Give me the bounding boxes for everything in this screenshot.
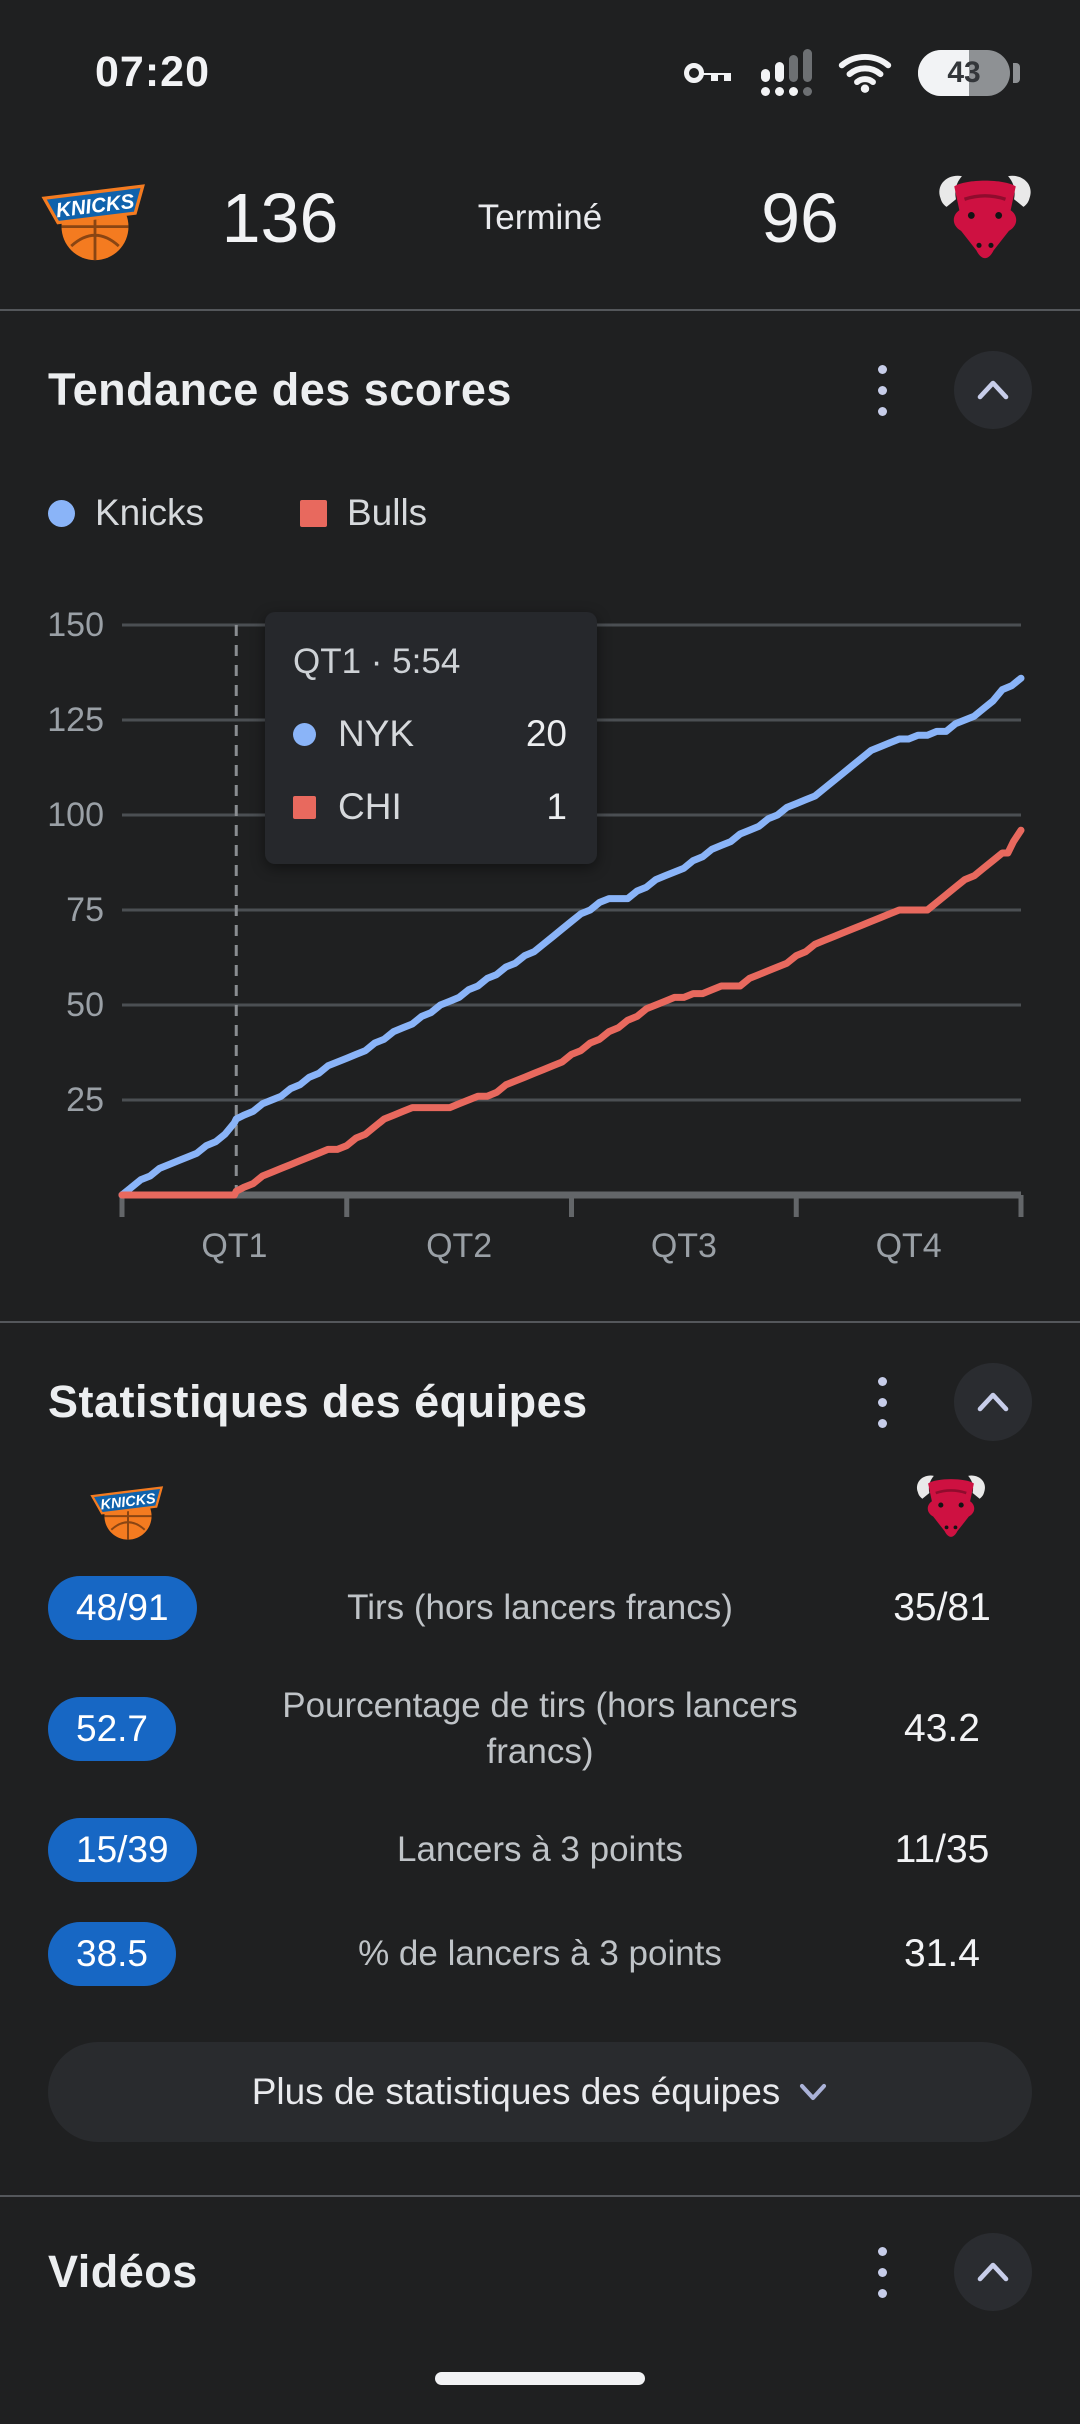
tooltip-row-nyk: NYK 20	[293, 713, 567, 755]
chart-tooltip: QT1 · 5:54 NYK 20 CHI 1	[265, 612, 597, 864]
more-vert-icon	[877, 2246, 887, 2298]
stat-row: 48/91 Tirs (hors lancers francs) 35/81	[0, 1556, 1080, 1660]
away-stat-value: 43.2	[904, 1707, 980, 1750]
svg-text:QT2: QT2	[426, 1227, 492, 1265]
score-trend-menu-button[interactable]	[852, 351, 912, 429]
videos-title: Vidéos	[48, 2246, 198, 2297]
chevron-down-icon	[800, 2083, 827, 2101]
chevron-up-icon	[977, 2262, 1009, 2282]
score-trend-collapse-button[interactable]	[954, 351, 1032, 429]
divider	[0, 309, 1080, 311]
divider	[0, 2195, 1080, 2197]
chevron-up-icon	[977, 1392, 1009, 1412]
legend-label: Knicks	[95, 492, 204, 533]
svg-text:50: 50	[66, 986, 104, 1024]
team-stats-collapse-button[interactable]	[954, 1363, 1032, 1441]
team-stats-menu-button[interactable]	[852, 1363, 912, 1441]
more-vert-icon	[877, 1376, 887, 1428]
svg-text:100: 100	[47, 796, 104, 834]
videos-menu-button[interactable]	[852, 2233, 912, 2311]
svg-text:150: 150	[47, 606, 104, 644]
home-indicator[interactable]	[435, 2372, 645, 2385]
battery-percent: 43	[947, 55, 981, 89]
game-status: Terminé	[477, 197, 603, 237]
legend-label: Bulls	[346, 492, 428, 533]
videos-collapse-button[interactable]	[954, 2233, 1032, 2311]
score-trend-chart[interactable]: 25 50 75 100 125 150 QT1 QT2 QT3 QT4 QT1 · 5:54 N…	[0, 595, 1080, 1295]
stat-row: 38.5 % de lancers à 3 points 31.4	[0, 1902, 1080, 2006]
scoreboard: 136 Terminé 96	[0, 125, 1080, 310]
chevron-up-icon	[977, 380, 1009, 400]
stat-row: 52.7 Pourcentage de tirs (hors lancers f…	[0, 1660, 1080, 1798]
home-stat-badge: 48/91	[48, 1576, 197, 1640]
battery-icon: 43	[918, 49, 1020, 96]
team-stats-table: 48/91 Tirs (hors lancers francs) 35/81 5…	[0, 1556, 1080, 2006]
tooltip-team: CHI	[338, 786, 402, 827]
stat-label: % de lancers à 3 points	[358, 1933, 722, 1973]
bulls-logo	[930, 171, 1040, 265]
vpn-key-icon	[684, 62, 731, 83]
home-score: 136	[221, 178, 339, 257]
cellular-signal-icon	[761, 48, 812, 96]
score-trend-header: Tendance des scores	[0, 340, 1080, 440]
tooltip-row-chi: CHI 1	[293, 786, 567, 828]
score-trend-title: Tendance des scores	[48, 364, 512, 415]
knicks-logo	[40, 164, 150, 272]
wifi-icon	[838, 53, 892, 93]
away-stat-value: 31.4	[904, 1932, 980, 1975]
home-stat-badge: 15/39	[48, 1818, 197, 1882]
away-score: 96	[761, 178, 839, 257]
home-stat-badge: 38.5	[48, 1922, 177, 1986]
divider	[0, 1321, 1080, 1323]
svg-text:QT3: QT3	[651, 1227, 717, 1265]
home-stat-badge: 52.7	[48, 1697, 177, 1761]
stat-label: Pourcentage de tirs (hors lancers francs…	[282, 1685, 798, 1771]
clock: 07:20	[95, 48, 210, 96]
away-stat-value: 11/35	[894, 1828, 990, 1871]
svg-text:25: 25	[66, 1081, 104, 1119]
status-bar: 07:20 43	[0, 0, 1080, 125]
tooltip-title: QT1 · 5:54	[293, 642, 461, 681]
legend-item-knicks: Knicks	[48, 492, 204, 534]
svg-text:125: 125	[47, 701, 104, 739]
more-team-stats-label: Plus de statistiques des équipes	[251, 2071, 781, 2112]
tooltip-value: 20	[525, 713, 567, 754]
stat-label: Lancers à 3 points	[396, 1829, 683, 1869]
tooltip-team: NYK	[338, 713, 415, 754]
chi-square-icon	[293, 795, 316, 819]
svg-text:QT1: QT1	[201, 1227, 267, 1265]
legend-item-bulls: Bulls	[299, 492, 428, 534]
videos-header: Vidéos	[0, 2222, 1080, 2322]
more-vert-icon	[877, 364, 887, 416]
nyk-dot-icon	[293, 722, 316, 746]
tooltip-value: 1	[546, 786, 567, 827]
svg-text:75: 75	[66, 891, 104, 929]
more-team-stats-button[interactable]: Plus de statistiques des équipes	[48, 2042, 1032, 2142]
chart-legend: Knicks Bulls	[48, 492, 427, 534]
stat-label: Tirs (hors lancers francs)	[347, 1587, 733, 1627]
away-stat-value: 35/81	[893, 1586, 991, 1629]
bulls-logo-small	[912, 1472, 990, 1542]
team-stats-header: Statistiques des équipes	[0, 1352, 1080, 1452]
knicks-logo-small	[90, 1472, 166, 1548]
team-stats-title: Statistiques des équipes	[48, 1376, 588, 1427]
team-stats-logos	[0, 1472, 1080, 1548]
stat-row: 15/39 Lancers à 3 points 11/35	[0, 1798, 1080, 1902]
svg-text:QT4: QT4	[876, 1227, 942, 1265]
knicks-legend-dot-icon	[48, 499, 75, 527]
bulls-legend-square-icon	[299, 499, 327, 527]
